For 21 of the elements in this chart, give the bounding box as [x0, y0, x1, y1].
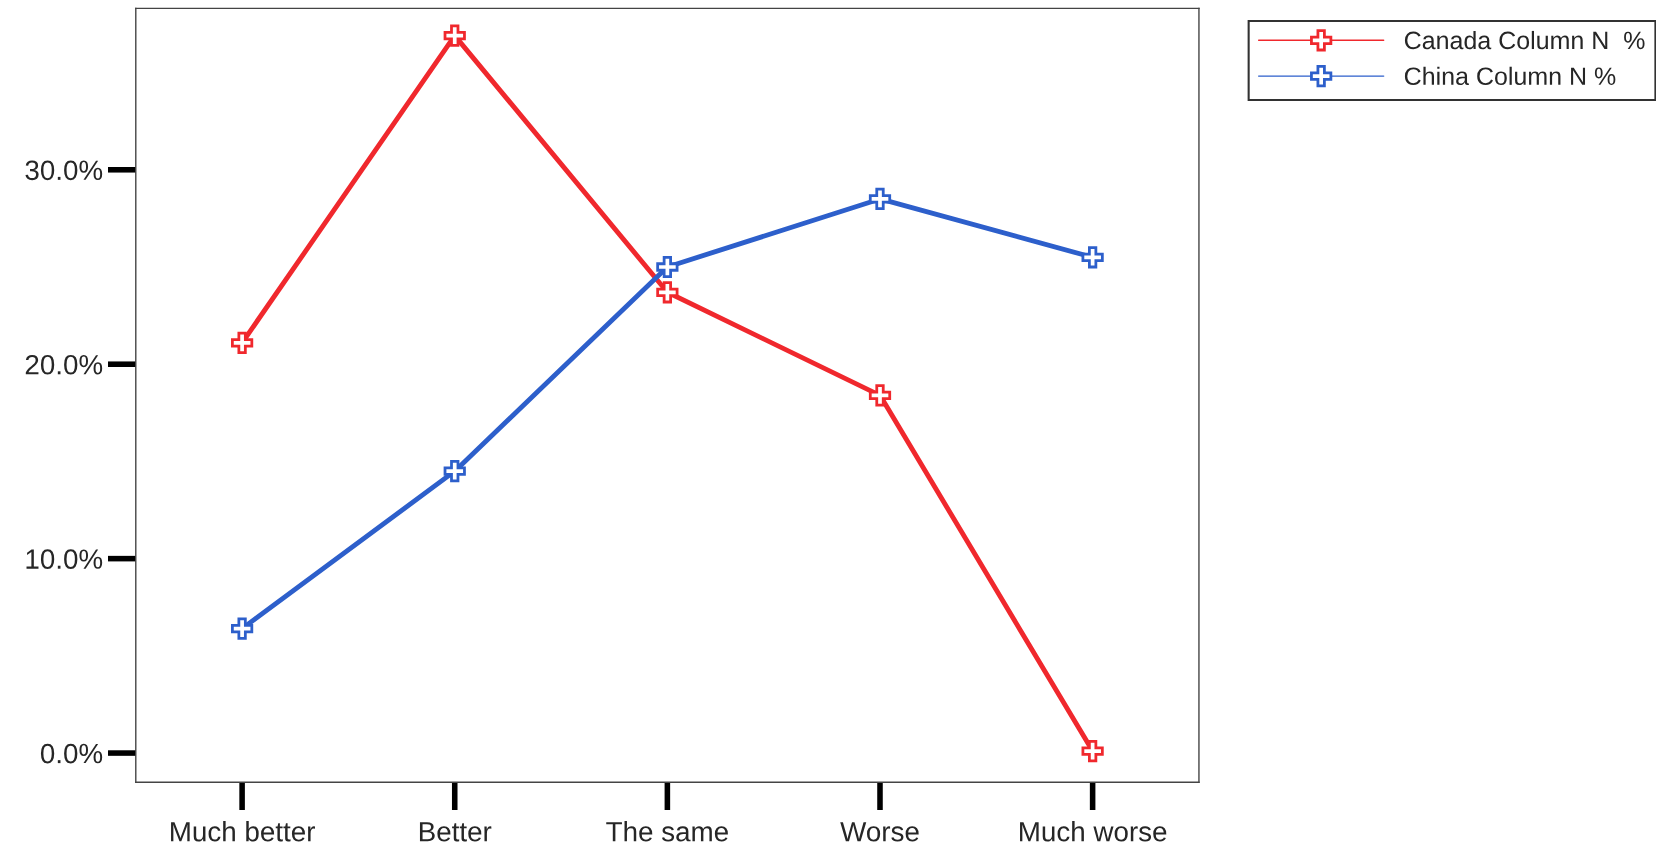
point — [230, 331, 254, 354]
point — [656, 281, 679, 304]
y-tick-label: 20.0% — [25, 354, 103, 375]
x-tick-label: Worse — [840, 822, 919, 842]
x-tick-label: Better — [419, 822, 492, 842]
x-tick-label: The same — [606, 821, 728, 842]
x-tick-label: Much better — [171, 821, 315, 842]
legend-label: China Column N % — [1404, 66, 1616, 86]
point — [868, 384, 892, 407]
point — [230, 617, 254, 640]
point — [443, 24, 466, 47]
x-tick-label: Much worse — [1020, 821, 1167, 842]
point — [656, 255, 679, 279]
point — [443, 460, 466, 483]
y-tick-label: 10.0% — [26, 549, 103, 569]
point — [1081, 246, 1104, 269]
y-tick-label: 0.0% — [40, 743, 103, 764]
legend-label: Canada Column N % — [1404, 30, 1645, 50]
point — [868, 187, 892, 211]
point — [1081, 740, 1104, 763]
y-tick-label: 30.0% — [25, 160, 103, 181]
